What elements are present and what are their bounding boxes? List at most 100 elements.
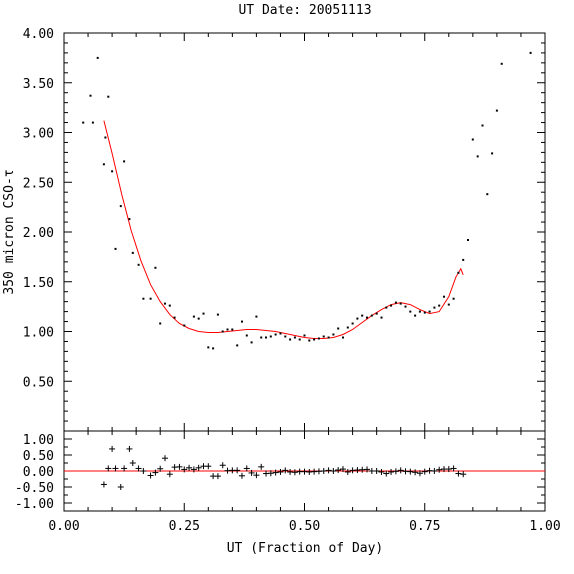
data-point <box>89 94 92 97</box>
data-point <box>289 338 292 341</box>
residual-point <box>234 467 241 474</box>
residual-point <box>126 445 133 452</box>
data-points-group <box>82 51 532 350</box>
data-point <box>452 297 455 300</box>
data-point <box>366 316 368 319</box>
residual-point <box>267 470 274 477</box>
residual-point <box>436 466 443 473</box>
residual-point <box>195 464 202 471</box>
data-point <box>241 320 243 323</box>
residual-point <box>248 469 255 476</box>
data-point <box>265 336 267 339</box>
residual-point <box>320 468 327 474</box>
main-y-tick-label: 1.50 <box>23 276 54 291</box>
data-point <box>216 313 219 316</box>
residual-point <box>219 462 226 469</box>
main-y-tick-label: 3.50 <box>23 77 54 92</box>
data-point <box>154 266 157 269</box>
data-point <box>226 328 229 331</box>
data-point <box>356 317 359 320</box>
data-point <box>104 136 107 139</box>
residual-point <box>455 470 462 477</box>
x-tick-label: 0.50 <box>289 519 320 534</box>
data-point <box>327 336 330 339</box>
data-point <box>269 335 272 338</box>
data-point <box>128 218 131 221</box>
data-point <box>476 155 479 158</box>
residual-point <box>277 468 284 475</box>
main-panel <box>63 32 546 432</box>
residual-y-tick-label: 1.00 <box>23 433 54 448</box>
residual-point <box>325 467 332 474</box>
data-point <box>279 332 282 335</box>
data-point <box>438 304 441 307</box>
main-ticks <box>63 32 546 432</box>
residual-y-tick-label: -0.50 <box>15 481 54 496</box>
residual-point <box>373 468 380 474</box>
residual-point <box>190 466 197 473</box>
residual-point <box>135 465 142 472</box>
residual-point <box>330 468 337 474</box>
data-point <box>481 124 484 127</box>
chart-title: UT Date: 20051113 <box>238 3 371 18</box>
residual-point <box>157 465 164 472</box>
residual-point <box>238 472 245 479</box>
residual-point <box>253 472 260 479</box>
data-point <box>385 306 388 309</box>
data-point <box>457 271 460 274</box>
data-point <box>529 51 532 54</box>
residual-points-group <box>100 445 467 490</box>
data-point <box>337 327 340 330</box>
data-point <box>486 193 489 196</box>
data-point <box>123 160 126 163</box>
residual-point <box>243 465 250 472</box>
residual-point <box>152 469 159 476</box>
residual-point <box>166 471 173 478</box>
data-point <box>107 95 110 98</box>
main-y-tick-label: 0.50 <box>23 375 54 390</box>
residual-point <box>117 484 124 490</box>
y-axis-label: 350 micron CSO-τ <box>2 169 17 294</box>
data-point <box>414 314 417 317</box>
x-tick-labels: 0.00 0.25 0.50 0.75 1.00 <box>48 519 560 534</box>
data-point <box>491 152 494 155</box>
data-point <box>173 316 176 319</box>
data-point <box>197 317 200 320</box>
data-point <box>443 295 445 298</box>
data-point <box>137 263 140 266</box>
data-point <box>82 121 85 124</box>
residual-point <box>335 467 342 474</box>
data-point <box>207 346 210 349</box>
data-point <box>159 322 162 325</box>
data-point <box>245 334 248 337</box>
data-point <box>404 305 407 308</box>
residual-point <box>364 466 371 473</box>
residual-y-tick-label: 0.50 <box>23 449 54 464</box>
main-y-tick-label: 4.00 <box>23 27 54 42</box>
data-point <box>370 314 373 317</box>
data-point <box>342 336 344 339</box>
data-point <box>119 205 122 208</box>
data-point <box>471 138 474 141</box>
data-point <box>221 330 224 333</box>
residual-point <box>445 466 452 473</box>
residual-point <box>186 464 193 471</box>
data-point <box>164 302 166 305</box>
data-point <box>447 303 450 306</box>
residual-point <box>431 468 438 474</box>
residual-y-tick-label: -1.00 <box>15 497 54 512</box>
residual-point <box>388 468 395 475</box>
data-point <box>495 109 498 112</box>
data-point <box>332 333 335 336</box>
data-point <box>293 336 296 339</box>
residual-point <box>407 468 414 475</box>
residual-point <box>176 463 183 470</box>
residual-point <box>112 465 119 472</box>
residual-point <box>450 465 457 472</box>
residual-point <box>392 468 399 475</box>
data-point <box>202 312 205 315</box>
residual-point <box>460 471 467 478</box>
data-point <box>462 258 465 261</box>
residual-point <box>140 468 147 474</box>
